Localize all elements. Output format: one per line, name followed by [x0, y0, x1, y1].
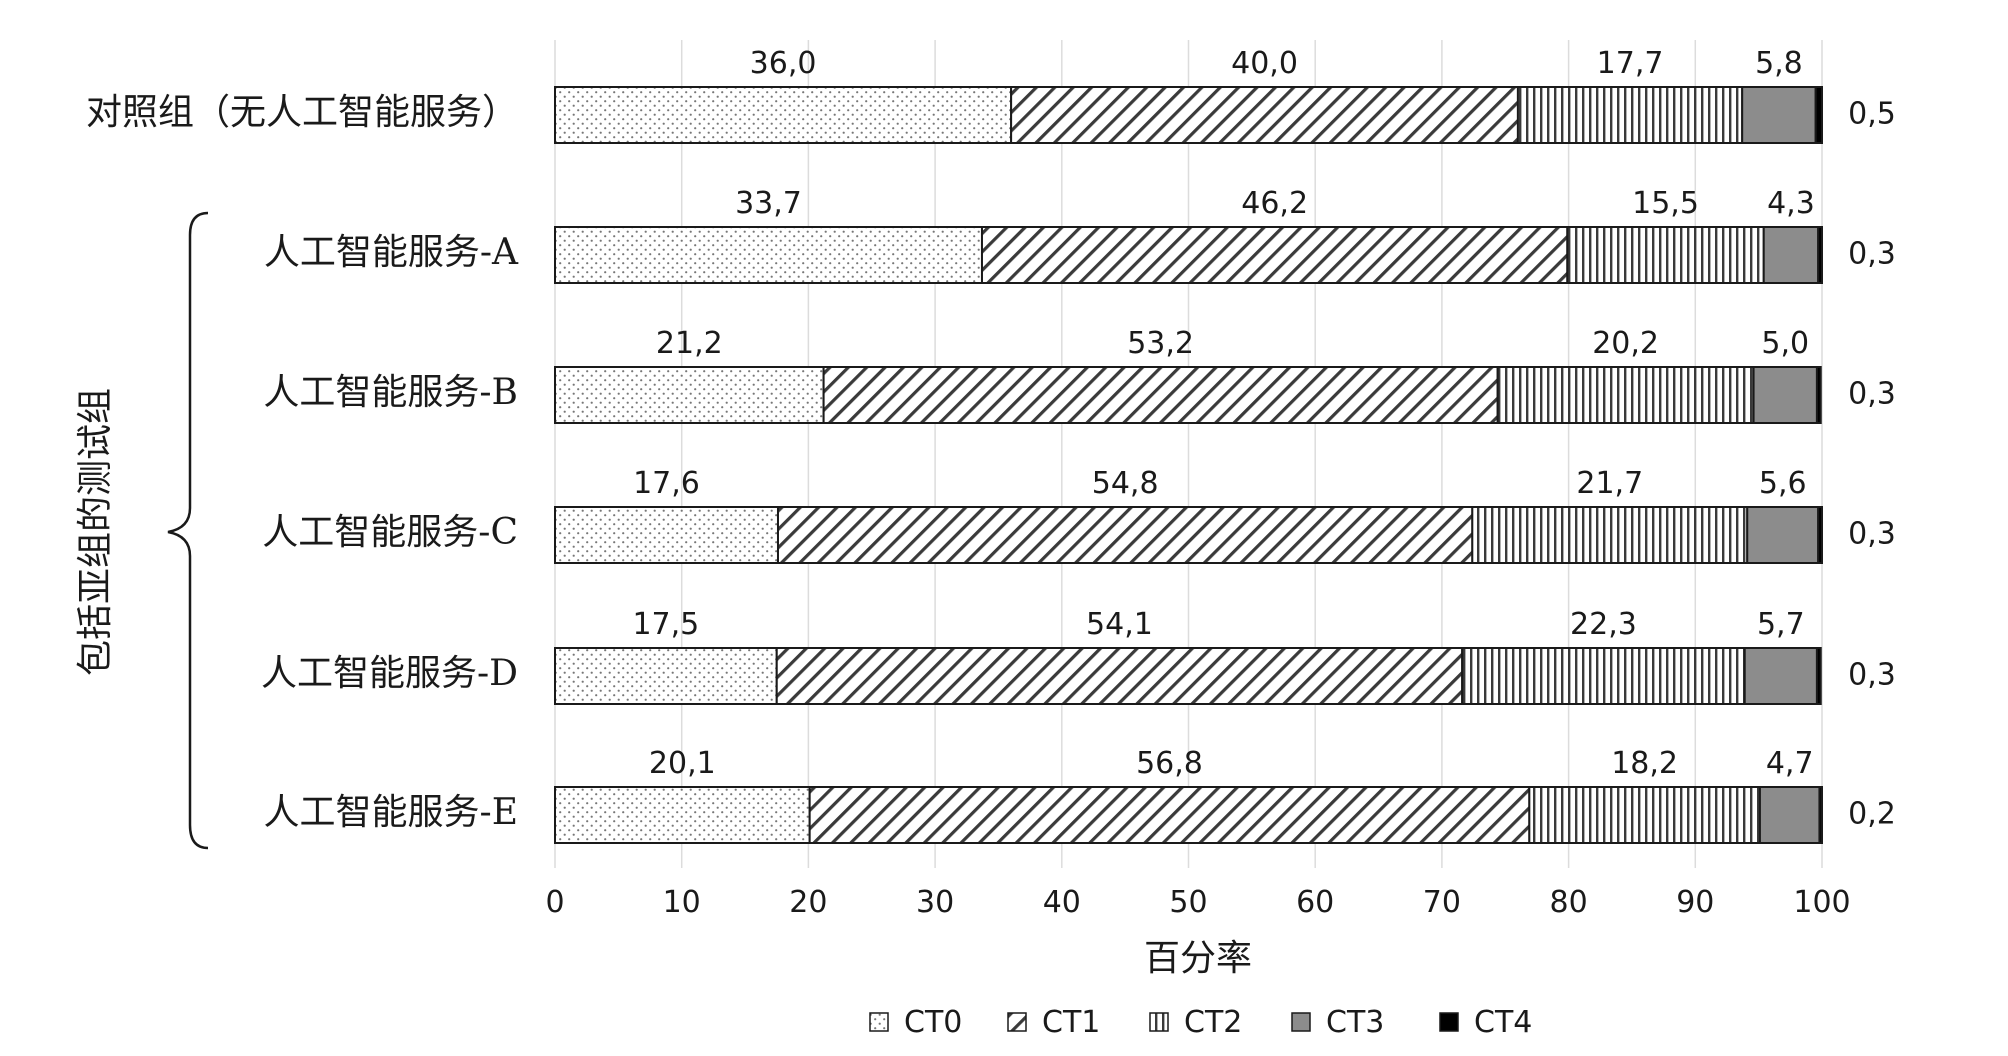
x-axis-ticks: 0 10 20 30 40 50 60 70 80 90 100 [545, 885, 1850, 920]
x-tick-label-100: 100 [1793, 885, 1850, 920]
bar-ct3-1 [1762, 226, 1820, 284]
data-label-ct2-3: 21,7 [1576, 466, 1643, 501]
data-label-ct2-0: 17,7 [1597, 46, 1664, 81]
bar-ct2-4 [1461, 647, 1746, 705]
x-tick-label-60: 60 [1296, 885, 1334, 920]
x-tick-label-40: 40 [1043, 885, 1081, 920]
bar-ct3-5 [1758, 786, 1821, 844]
bar-ct1-0 [1010, 86, 1519, 144]
data-label-ct1-3: 54,8 [1092, 466, 1159, 501]
data-label-ct1-5: 56,8 [1136, 746, 1203, 781]
bar-ct0-1 [554, 226, 983, 284]
x-tick-label-10: 10 [663, 885, 701, 920]
legend-label-ct0: CT0 [904, 1005, 962, 1040]
data-label-ct3-0: 5,8 [1755, 46, 1803, 81]
legend-label-ct4: CT4 [1474, 1005, 1532, 1040]
legend-swatch-ct4 [1439, 1012, 1459, 1032]
bar-ct4-5 [1818, 786, 1823, 844]
x-tick-label-20: 20 [789, 885, 827, 920]
bars [554, 86, 1824, 844]
category-label-2: 人工智能服务-B [263, 372, 518, 413]
x-axis-title: 百分率 [1144, 938, 1252, 979]
data-label-ct4-5: 0,2 [1848, 797, 1896, 832]
bar-ct0-2 [554, 366, 825, 424]
bar-ct4-1 [1817, 226, 1823, 284]
bar-ct1-5 [808, 786, 1531, 844]
legend-swatch-ct3 [1291, 1012, 1311, 1032]
bar-ct3-2 [1752, 366, 1818, 424]
data-label-ct3-3: 5,6 [1759, 466, 1807, 501]
x-tick-label-0: 0 [545, 885, 564, 920]
data-label-ct4-4: 0,3 [1848, 658, 1896, 693]
bar-ct2-2 [1496, 366, 1755, 424]
x-tick-label-90: 90 [1676, 885, 1714, 920]
group-label: 包括亚组的测试组 [75, 388, 116, 676]
legend-label-ct3: CT3 [1326, 1005, 1384, 1040]
data-label-ct0-5: 20,1 [649, 746, 716, 781]
bar-ct0-5 [554, 786, 811, 844]
bar-ct0-4 [554, 647, 778, 705]
bar-ct4-0 [1814, 86, 1824, 144]
bar-ct1-2 [822, 366, 1499, 424]
legend-swatch-ct2 [1149, 1012, 1169, 1032]
x-tick-label-30: 30 [916, 885, 954, 920]
category-label-3: 人工智能服务-C [262, 512, 518, 553]
bar-ct4-2 [1815, 366, 1822, 424]
x-tick-label-50: 50 [1169, 885, 1207, 920]
legend-swatch-ct0 [869, 1012, 889, 1032]
data-label-ct3-4: 5,7 [1757, 607, 1805, 642]
legend: CT0 CT1 CT2 CT3 CT4 [869, 1005, 1532, 1040]
gridlines [554, 40, 1823, 868]
data-label-ct2-5: 18,2 [1611, 746, 1678, 781]
category-label-5: 人工智能服务-E [264, 792, 518, 833]
data-label-ct0-4: 17,5 [632, 607, 699, 642]
category-label-0: 对照组（无人工智能服务） [86, 92, 518, 133]
bar-ct2-0 [1516, 86, 1744, 144]
bar-ct3-3 [1746, 506, 1820, 564]
data-label-ct1-1: 46,2 [1241, 186, 1308, 221]
x-tick-label-80: 80 [1550, 885, 1588, 920]
bar-ct0-3 [554, 506, 779, 564]
data-label-ct0-2: 21,2 [656, 326, 723, 361]
bar-ct2-1 [1566, 226, 1765, 284]
bar-ct0-0 [554, 86, 1013, 144]
bar-ct2-5 [1528, 786, 1761, 844]
data-label-ct4-1: 0,3 [1848, 237, 1896, 272]
data-label-ct1-4: 54,1 [1086, 607, 1153, 642]
value-labels: 36,0 40,0 17,7 5,8 0,5 33,7 46,2 15,5 4,3 0,3 21,2… [632, 46, 1895, 832]
data-label-ct3-2: 5,0 [1761, 326, 1809, 361]
data-label-ct3-1: 4,3 [1767, 186, 1815, 221]
data-label-ct0-0: 36,0 [750, 46, 817, 81]
legend-swatch-ct1 [1007, 1012, 1027, 1032]
legend-label-ct1: CT1 [1042, 1005, 1100, 1040]
data-label-ct1-0: 40,0 [1231, 46, 1298, 81]
data-label-ct0-3: 17,6 [633, 466, 700, 501]
bar-ct4-4 [1815, 647, 1822, 705]
group-brace [167, 211, 209, 850]
data-label-ct3-5: 4,7 [1766, 746, 1814, 781]
category-label-4: 人工智能服务-D [261, 653, 518, 694]
bar-ct1-4 [775, 647, 1464, 705]
bar-ct3-4 [1743, 647, 1818, 705]
data-label-ct4-0: 0,5 [1848, 97, 1896, 132]
legend-label-ct2: CT2 [1184, 1005, 1242, 1040]
data-label-ct1-2: 53,2 [1127, 326, 1194, 361]
bar-ct2-3 [1471, 506, 1749, 564]
data-label-ct2-2: 20,2 [1592, 326, 1659, 361]
x-tick-label-70: 70 [1423, 885, 1461, 920]
category-labels: 对照组（无人工智能服务） 人工智能服务-A 人工智能服务-B 人工智能服务-C 人工智能… [86, 92, 519, 833]
bar-ct1-1 [980, 226, 1569, 284]
bar-ct1-3 [776, 506, 1474, 564]
bar-ct4-3 [1817, 506, 1823, 564]
data-label-ct4-3: 0,3 [1848, 517, 1896, 552]
data-label-ct0-1: 33,7 [735, 186, 802, 221]
bar-ct3-0 [1741, 86, 1817, 144]
category-label-1: 人工智能服务-A [264, 232, 519, 273]
data-label-ct4-2: 0,3 [1848, 377, 1896, 412]
data-label-ct2-1: 15,5 [1632, 186, 1699, 221]
data-label-ct2-4: 22,3 [1570, 607, 1637, 642]
